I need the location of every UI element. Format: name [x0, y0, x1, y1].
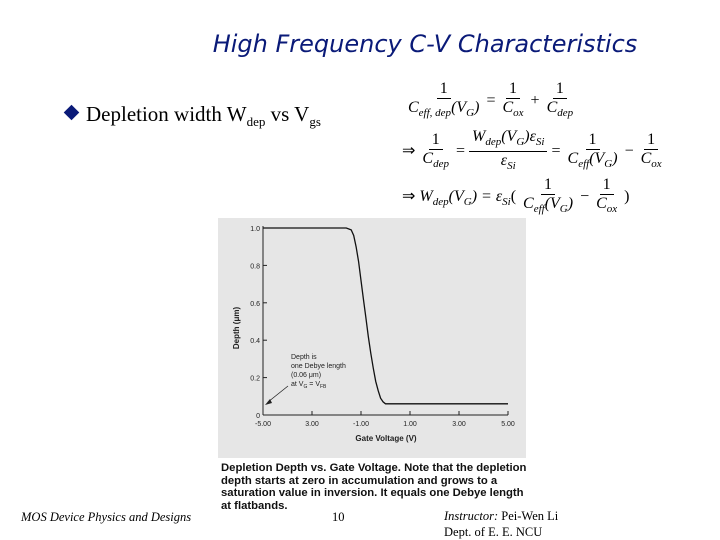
x-tick-label: 3.00 [305, 421, 319, 428]
annotation-line-2: one Debye length [291, 363, 346, 370]
x-tick-label: 5.00 [501, 421, 515, 428]
bullet-depletion-width: Depletion width Wdep vs Vgs [63, 102, 321, 130]
annotation-arrowhead-icon [265, 399, 272, 405]
x-tick-label: -5.00 [255, 421, 271, 428]
y-tick-label: 0.6 [250, 301, 260, 308]
y-tick-label: 0.8 [250, 263, 260, 270]
x-tick-label: 1.00 [403, 421, 417, 428]
x-axis-label: Gate Voltage (V) [355, 434, 417, 443]
equation-3: ⇒ Wdep(VG) = εSi( 1 Ceff(VG) − 1 Cox ) [402, 176, 630, 216]
equation-1: 1 Ceff, dep(VG) = 1 Cox + 1 Cdep [408, 80, 574, 120]
y-axis-label: Depth (μm) [232, 307, 241, 350]
annotation-arrow [267, 385, 289, 403]
annotation-line-3: (0.06 μm) [291, 372, 321, 379]
equation-2: ⇒ 1 Cdep = Wdep(VG)εSi εSi = 1 Ceff(VG) − 1… [402, 128, 662, 173]
depletion-depth-chart: 1.0 0.8 0.6 0.4 0.2 0 -5.00 3.00 -1.00 1.00 3.00 5… [232, 226, 515, 443]
figure-caption: Depletion Depth vs. Gate Voltage. Note t… [221, 462, 527, 512]
depletion-depth-figure: 1.0 0.8 0.6 0.4 0.2 0 -5.00 3.00 -1.00 1.00 3.00 5… [218, 218, 526, 458]
debye-annotation: Depth is one Debye length (0.06 μm) at V… [265, 354, 346, 405]
page-number: 10 [332, 510, 345, 524]
x-tick-label: -1.00 [353, 421, 369, 428]
y-tick-label: 1.0 [250, 226, 260, 233]
annotation-line-4: at VG = VFB [291, 381, 327, 390]
footer-course: MOS Device Physics and Designs [21, 510, 192, 524]
slide-title: High Frequency C-V Characteristics [212, 30, 638, 58]
depth-curve [263, 227, 508, 405]
x-tick-label: 3.00 [452, 421, 466, 428]
footer-instructor: Instructor: Pei-Wen Li Dept. of E. E. NC… [444, 509, 559, 539]
y-tick-label: 0.4 [250, 338, 260, 345]
y-tick-label: 0.2 [250, 376, 260, 383]
diamond-bullet-icon [63, 104, 80, 121]
annotation-line-1: Depth is [291, 354, 317, 361]
y-tick-label: 0 [256, 413, 260, 420]
